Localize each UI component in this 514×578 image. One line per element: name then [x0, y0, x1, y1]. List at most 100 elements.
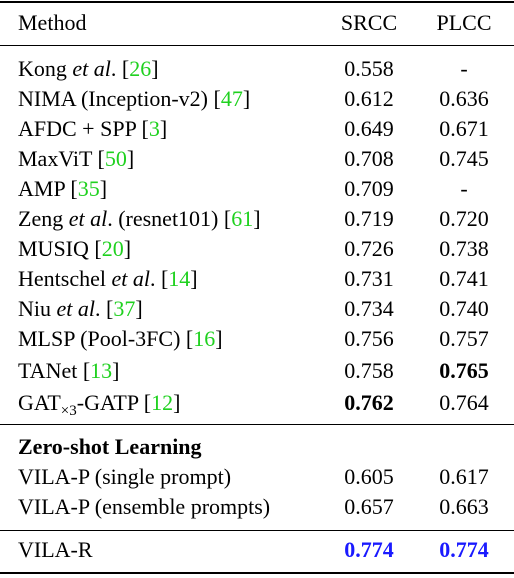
zero-shot-heading: Zero-shot Learning — [0, 432, 514, 462]
method-name-part: ] — [159, 116, 168, 141]
plcc-cell: 0.720 — [439, 206, 489, 231]
method-cell: Zeng et al. (resnet101) [61] — [18, 204, 261, 234]
method-cell: AFDC + SPP [3] — [18, 114, 167, 144]
srcc-cell: 0.731 — [344, 266, 394, 291]
srcc-cell: 0.762 — [344, 390, 394, 415]
method-cell: Niu et al. [37] — [18, 294, 143, 324]
table-row: MLSP (Pool-3FC) [16] 0.756 0.757 — [0, 324, 514, 354]
method-cell: Kong et al. [26] — [18, 54, 159, 84]
table-row-zero-shot-1: VILA-P (single prompt) 0.605 0.617 — [0, 462, 514, 492]
method-name-part: et al — [111, 266, 150, 291]
reference-link[interactable]: 61 — [231, 206, 254, 231]
bottom-rule — [0, 572, 514, 574]
method-name-part: TANet [ — [18, 358, 91, 383]
method-name-part: et al — [72, 56, 111, 81]
table-row: TANet [13] 0.758 0.765 — [0, 356, 514, 386]
method-name-part: Kong — [18, 56, 73, 81]
table-row-gat: GAT×3-GATP [12] 0.762 0.764 — [0, 388, 514, 421]
srcc-cell: 0.708 — [344, 146, 394, 171]
method-name-part: ] — [173, 390, 181, 415]
reference-link[interactable]: 3 — [148, 116, 160, 141]
reference-link[interactable]: 20 — [101, 236, 124, 261]
srcc-cell: 0.612 — [344, 86, 394, 111]
method-cell: Hentschel et al. [14] — [18, 264, 198, 294]
srcc-cell: 0.558 — [344, 56, 394, 81]
method-cell: MUSIQ [20] — [18, 234, 131, 264]
srcc-cell: 0.709 — [344, 176, 394, 201]
method-name-part: MUSIQ [ — [18, 236, 102, 261]
method-cell: MLSP (Pool-3FC) [16] — [18, 324, 223, 354]
table-row: MUSIQ [20] 0.726 0.738 — [0, 234, 514, 264]
srcc-cell: 0.726 — [344, 236, 394, 261]
header-method: Method — [18, 10, 87, 35]
reference-link[interactable]: 37 — [113, 296, 136, 321]
method-name-part: Zeng — [18, 206, 69, 231]
method-name-part: AFDC + SPP [ — [18, 116, 149, 141]
reference-link[interactable]: 50 — [104, 146, 127, 171]
srcc-cell: 0.649 — [344, 116, 394, 141]
method-name-part: ] — [99, 176, 108, 201]
method-name-part: MLSP (Pool-3FC) [ — [18, 326, 194, 351]
header-row: Method SRCC PLCC — [0, 8, 514, 38]
reference-link[interactable]: 47 — [220, 86, 243, 111]
srcc-cell: 0.719 — [344, 206, 394, 231]
method-name-part: . (resnet101) [ — [107, 206, 232, 231]
reference-link[interactable]: 14 — [168, 266, 191, 291]
table-row: MaxViT [50] 0.708 0.745 — [0, 144, 514, 174]
method-name-part: ] — [151, 56, 159, 81]
method-name-part: ] — [190, 266, 198, 291]
table-row: Niu et al. [37] 0.734 0.740 — [0, 294, 514, 324]
method-name-part: et al — [56, 296, 96, 321]
table-row: Hentschel et al. [14] 0.731 0.741 — [0, 264, 514, 294]
header-rule — [0, 45, 514, 46]
table-row: AFDC + SPP [3] 0.649 0.671 — [0, 114, 514, 144]
srcc-cell: 0.756 — [344, 326, 394, 351]
method-name-part: ] — [135, 296, 143, 321]
plcc-cell: 0.765 — [439, 358, 489, 383]
method-cell: VILA-P (single prompt) — [18, 464, 232, 489]
table-row: Kong et al. [26] 0.558 - — [0, 54, 514, 84]
section-rule — [0, 424, 514, 425]
srcc-cell-best: 0.774 — [344, 537, 394, 562]
reference-link[interactable]: 35 — [77, 176, 100, 201]
table-row: NIMA (Inception-v2) [47] 0.612 0.636 — [0, 84, 514, 114]
table-row: AMP [35] 0.709 - — [0, 174, 514, 204]
method-cell: MaxViT [50] — [18, 144, 134, 174]
final-rule — [0, 530, 514, 531]
plcc-cell: 0.738 — [439, 236, 489, 261]
method-cell: AMP [35] — [18, 174, 107, 204]
method-name-part: et al — [68, 206, 108, 231]
plcc-cell: 0.757 — [439, 326, 489, 351]
method-name-part: GAT — [18, 390, 61, 415]
plcc-cell-best: 0.774 — [439, 537, 489, 562]
method-name-part: Hentschel — [18, 266, 112, 291]
plcc-cell: - — [460, 176, 468, 201]
reference-link[interactable]: 13 — [90, 358, 113, 383]
reference-link[interactable]: 12 — [151, 390, 174, 415]
method-name-part: . [ — [95, 296, 114, 321]
top-rule — [0, 1, 514, 3]
method-name-part: -GATP [ — [76, 390, 152, 415]
reference-link[interactable]: 26 — [129, 56, 152, 81]
reference-link[interactable]: 16 — [193, 326, 216, 351]
plcc-cell: 0.745 — [439, 146, 489, 171]
method-name-part: Niu — [18, 296, 57, 321]
header-srcc: SRCC — [340, 10, 398, 35]
table-row-final: VILA-R 0.774 0.774 — [0, 535, 514, 565]
plcc-cell: 0.671 — [439, 116, 489, 141]
method-name-part: . [ — [149, 266, 169, 291]
plcc-cell: 0.764 — [439, 390, 489, 415]
srcc-cell: 0.758 — [344, 358, 394, 383]
method-name-part: NIMA (Inception-v2) [ — [18, 86, 221, 111]
method-cell: VILA-R — [18, 537, 93, 562]
method-name-part: ] — [242, 86, 251, 111]
method-cell: NIMA (Inception-v2) [47] — [18, 84, 250, 114]
plcc-cell: 0.741 — [439, 266, 489, 291]
plcc-cell: 0.636 — [439, 86, 489, 111]
srcc-cell: 0.657 — [344, 494, 394, 519]
plcc-cell: 0.617 — [439, 464, 489, 489]
method-name-part: AMP [ — [18, 176, 78, 201]
method-name-subscript: ×3 — [60, 403, 77, 419]
method-cell: GAT×3-GATP [12] — [18, 388, 180, 421]
